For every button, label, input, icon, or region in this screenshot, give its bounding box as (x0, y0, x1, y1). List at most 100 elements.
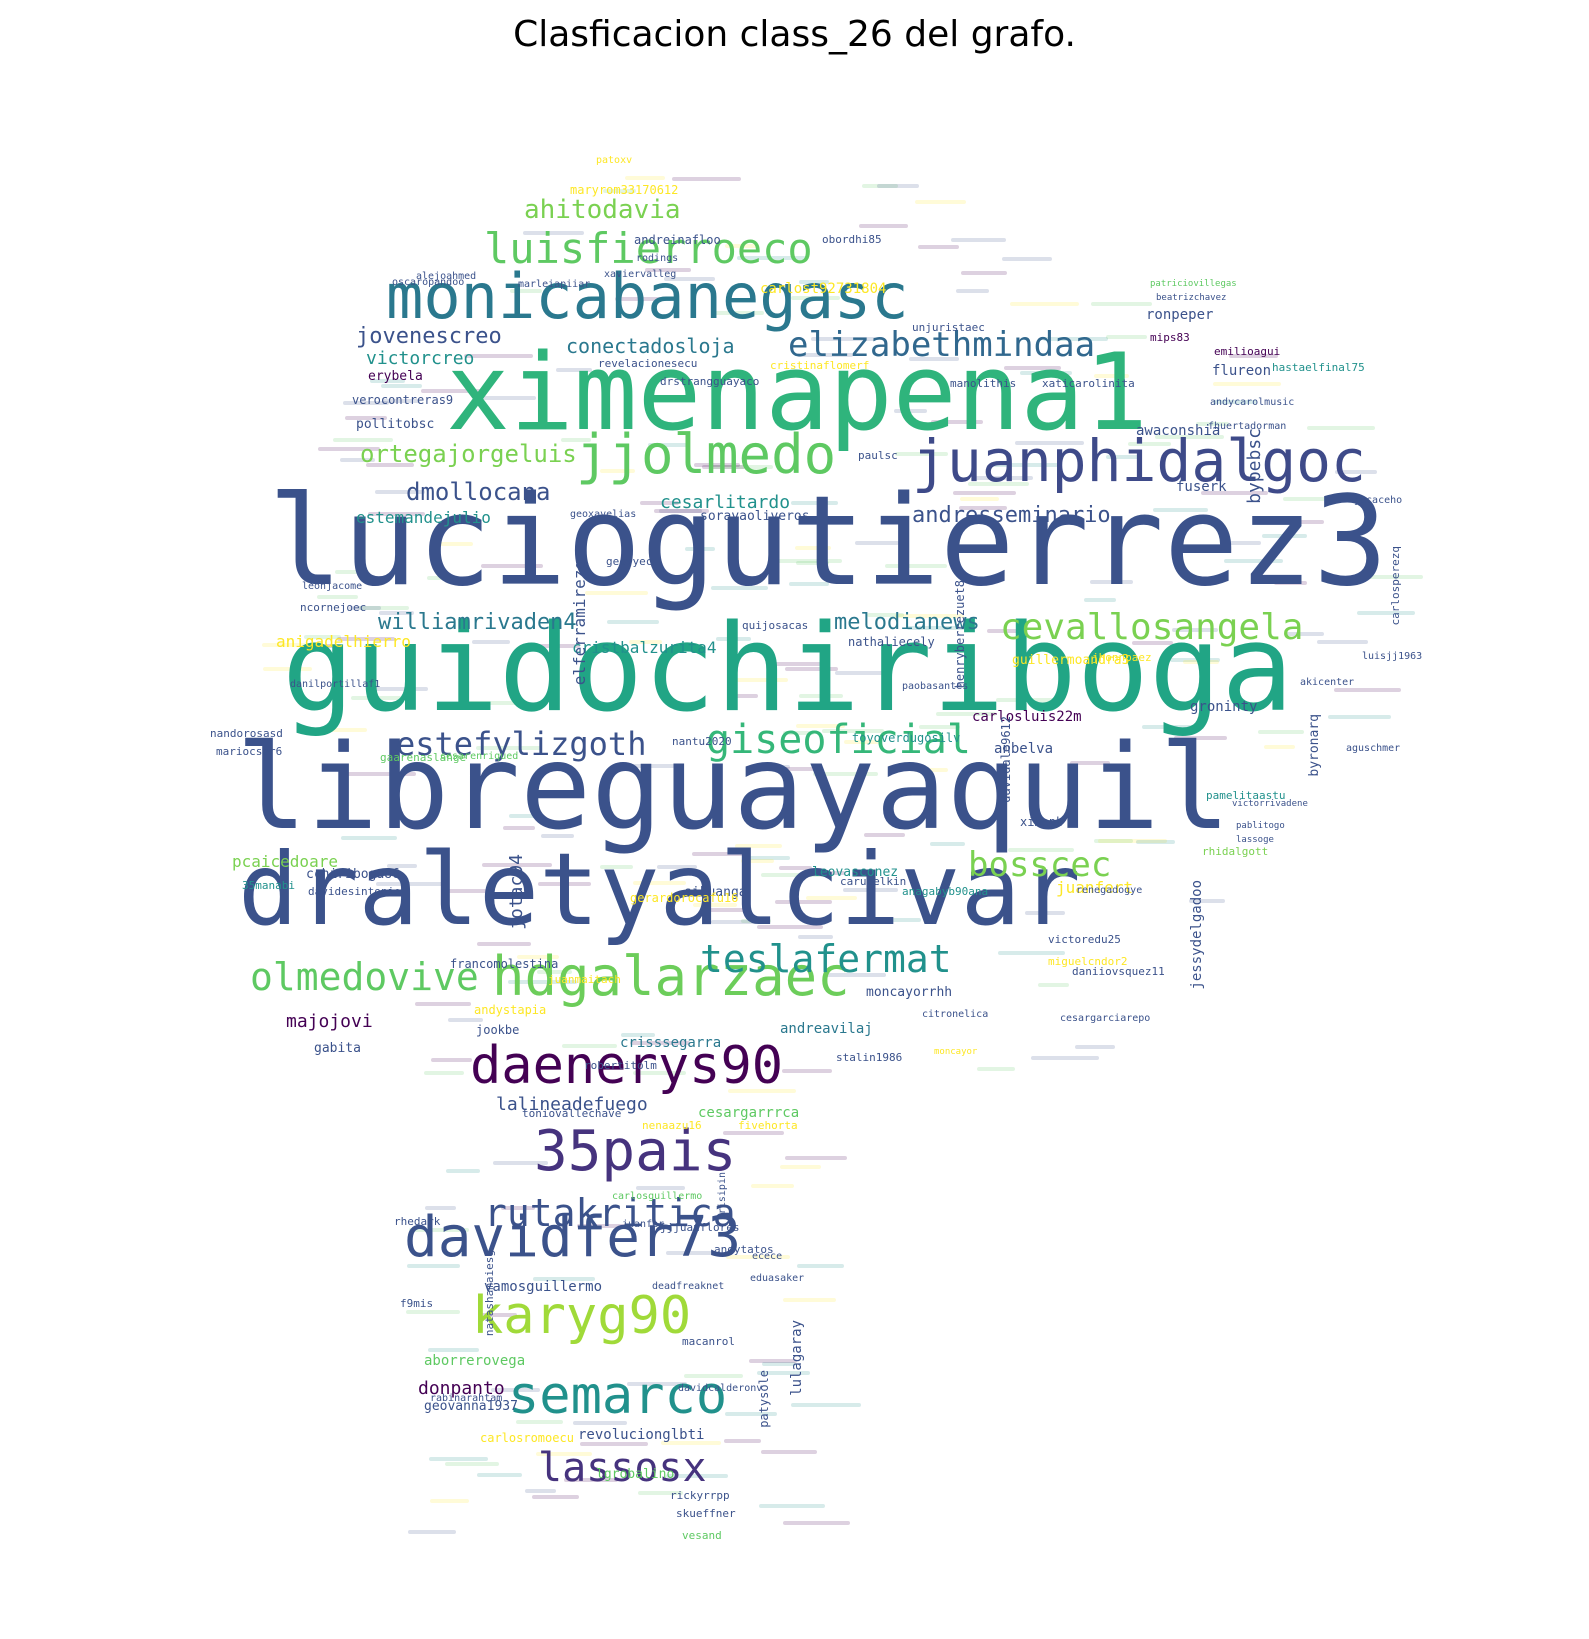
cloud-filler (785, 667, 839, 672)
cloud-filler (1043, 337, 1108, 342)
cloud-filler (1030, 1055, 1099, 1060)
cloud-word: leovasconez (812, 865, 899, 880)
cloud-word: quijosacas (742, 619, 809, 632)
cloud-filler (509, 813, 544, 818)
cloud-word: cesargarciarepo (1060, 1013, 1151, 1024)
cloud-filler (381, 384, 423, 389)
cloud-filler (953, 491, 1016, 496)
cloud-filler (516, 1419, 563, 1424)
cloud-filler (653, 509, 709, 514)
cloud-filler (1094, 374, 1130, 379)
cloud-filler (756, 924, 823, 929)
cloud-filler (585, 590, 649, 595)
cloud-word: ximenapena1 (446, 331, 1148, 454)
cloud-word: lgrobalino (596, 1467, 675, 1482)
cloud-filler (501, 1206, 536, 1211)
cloud-filler (724, 1411, 777, 1416)
cloud-word: anagabyb90ana (902, 885, 989, 898)
cloud-word: jhonnpaez (1092, 651, 1152, 664)
cloud-filler (660, 1441, 722, 1446)
cloud-word: angytatos (714, 1243, 774, 1256)
cloud-filler (772, 767, 818, 772)
cloud-filler (556, 368, 592, 373)
cloud-filler (464, 353, 534, 358)
cloud-filler (971, 475, 1033, 480)
cloud-filler (780, 1165, 822, 1170)
cloud-filler (564, 1478, 619, 1483)
cloud-filler (854, 540, 899, 545)
cloud-filler (406, 1309, 460, 1314)
cloud-word: cristbalzurita4 (572, 638, 717, 657)
cloud-filler (666, 1474, 729, 1479)
cloud-filler (1003, 365, 1061, 370)
cloud-filler (782, 1297, 836, 1302)
cloud-word: nathaliecely (848, 635, 935, 649)
cloud-word: elferramirezg (570, 560, 589, 686)
cloud-word: williamrivaden4 (378, 610, 577, 635)
cloud-filler (658, 509, 703, 514)
cloud-filler (407, 1529, 456, 1534)
cloud-filler (918, 245, 960, 250)
cloud-word: victorcreo (366, 348, 475, 369)
cloud-word: stalin1986 (836, 1051, 903, 1064)
cloud-filler (740, 919, 772, 924)
cloud-word: semarco (508, 1366, 728, 1426)
cloud-filler (843, 888, 898, 893)
cloud-word: anbelva (994, 741, 1054, 757)
cloud-word: aguschmer (1346, 743, 1401, 754)
cloud-filler (1014, 440, 1084, 445)
cloud-filler (711, 585, 768, 590)
cloud-word: davidesintonio (308, 885, 401, 898)
cloud-filler (1010, 302, 1080, 307)
cloud-filler (711, 310, 765, 315)
cloud-filler (614, 296, 673, 301)
cloud-filler (791, 500, 838, 505)
cloud-filler (630, 1041, 691, 1046)
cloud-filler (444, 888, 487, 893)
cloud-filler (386, 863, 418, 868)
cloud-word: ahitodavia (524, 195, 681, 225)
cloud-word: cevallosangela (1000, 607, 1304, 648)
cloud-word: juanfer (622, 1219, 665, 1230)
cloud-filler (340, 458, 375, 463)
cloud-filler (666, 1251, 715, 1256)
cloud-filler (1135, 840, 1176, 845)
cloud-filler (431, 1058, 472, 1063)
cloud-filler (340, 835, 398, 840)
cloud-filler (427, 1348, 479, 1353)
cloud-filler (685, 547, 716, 552)
cloud-filler (1002, 257, 1053, 262)
cloud-filler (1182, 660, 1220, 665)
cloud-word: patriciovillegas (1150, 279, 1237, 289)
cloud-filler (711, 464, 773, 469)
cloud-filler (894, 451, 949, 456)
cloud-filler (309, 643, 343, 648)
cloud-word: andreinafloo (634, 233, 721, 247)
cloud-word: aborrerovega (424, 1353, 526, 1369)
cloud-filler (317, 447, 380, 452)
cloud-filler (977, 1066, 1015, 1071)
cloud-filler (1333, 687, 1402, 692)
cloud-word: marleiapiiar (518, 279, 591, 290)
cloud-word: rabinarahtam (430, 1393, 503, 1404)
cloud-word: victorrivadene (1232, 799, 1308, 809)
cloud-word: mariocsar6 (216, 745, 283, 758)
cloud-filler (1007, 848, 1074, 853)
cloud-word: akicenter (1300, 677, 1355, 688)
cloud-filler (1335, 470, 1378, 475)
cloud-filler (907, 626, 972, 631)
cloud-filler (930, 842, 965, 847)
cloud-filler (861, 184, 899, 189)
cloud-filler (531, 1494, 580, 1499)
cloud-filler (961, 270, 1008, 275)
cloud-filler (908, 357, 959, 362)
cloud-word: danilportillaf1 (290, 679, 381, 690)
cloud-filler (1142, 725, 1205, 730)
cloud-word: carlost92731804 (760, 281, 887, 297)
cloud-word: 35manabi (242, 879, 295, 892)
cloud-filler (607, 619, 660, 624)
cloud-word: oscaropandoo (392, 277, 465, 288)
cloud-word: sikuanga (684, 885, 747, 900)
cloud-word: patoxv (596, 155, 633, 166)
cloud-filler (541, 833, 574, 838)
